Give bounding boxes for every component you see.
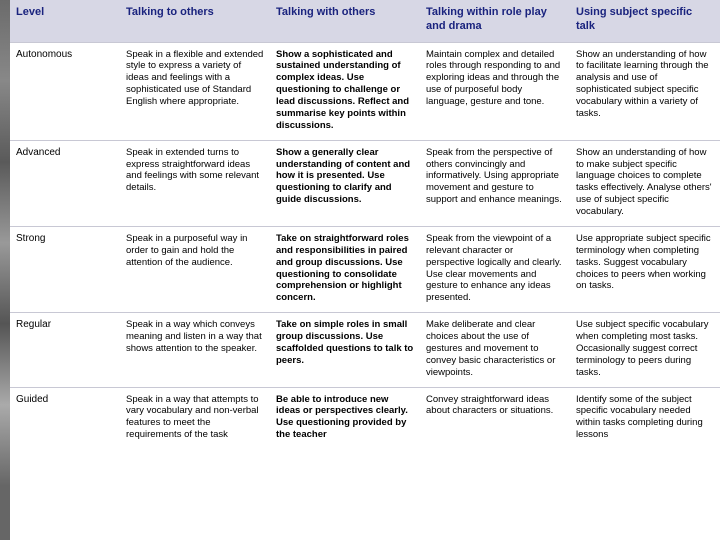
cell-talking-to: Speak in a flexible and extended style t… (120, 42, 270, 140)
level-cell: Strong (10, 226, 120, 312)
cell-subject-talk: Use subject specific vocabulary when com… (570, 313, 720, 387)
cell-role-play: Speak from the viewpoint of a relevant c… (420, 226, 570, 312)
cell-talking-with: Take on simple roles in small group disc… (270, 313, 420, 387)
cell-subject-talk: Use appropriate subject specific termino… (570, 226, 720, 312)
level-cell: Autonomous (10, 42, 120, 140)
level-cell: Regular (10, 313, 120, 387)
cell-talking-to: Speak in a way which conveys meaning and… (120, 313, 270, 387)
cell-talking-to: Speak in a purposeful way in order to ga… (120, 226, 270, 312)
decorative-left-strip (0, 0, 10, 540)
cell-talking-to: Speak in a way that attempts to vary voc… (120, 387, 270, 454)
col-header-talking-to: Talking to others (120, 0, 270, 42)
table-row: Autonomous Speak in a flexible and exten… (10, 42, 720, 140)
cell-subject-talk: Show an understanding of how to make sub… (570, 140, 720, 226)
cell-talking-with: Be able to introduce new ideas or perspe… (270, 387, 420, 454)
table-row: Advanced Speak in extended turns to expr… (10, 140, 720, 226)
col-header-role-play: Talking within role play and drama (420, 0, 570, 42)
cell-role-play: Maintain complex and detailed roles thro… (420, 42, 570, 140)
cell-talking-to: Speak in extended turns to express strai… (120, 140, 270, 226)
cell-role-play: Speak from the perspective of others con… (420, 140, 570, 226)
level-cell: Advanced (10, 140, 120, 226)
cell-role-play: Convey straightforward ideas about chara… (420, 387, 570, 454)
cell-role-play: Make deliberate and clear choices about … (420, 313, 570, 387)
col-header-level: Level (10, 0, 120, 42)
cell-subject-talk: Show an understanding of how to facilita… (570, 42, 720, 140)
table-header-row: Level Talking to others Talking with oth… (10, 0, 720, 42)
cell-talking-with: Take on straightforward roles and respon… (270, 226, 420, 312)
cell-talking-with: Show a generally clear understanding of … (270, 140, 420, 226)
table-row: Guided Speak in a way that attempts to v… (10, 387, 720, 454)
cell-subject-talk: Identify some of the subject specific vo… (570, 387, 720, 454)
table-row: Regular Speak in a way which conveys mea… (10, 313, 720, 387)
level-cell: Guided (10, 387, 120, 454)
col-header-talking-with: Talking with others (270, 0, 420, 42)
cell-talking-with: Show a sophisticated and sustained under… (270, 42, 420, 140)
skills-table: Level Talking to others Talking with oth… (10, 0, 720, 454)
table-row: Strong Speak in a purposeful way in orde… (10, 226, 720, 312)
col-header-subject-talk: Using subject specific talk (570, 0, 720, 42)
